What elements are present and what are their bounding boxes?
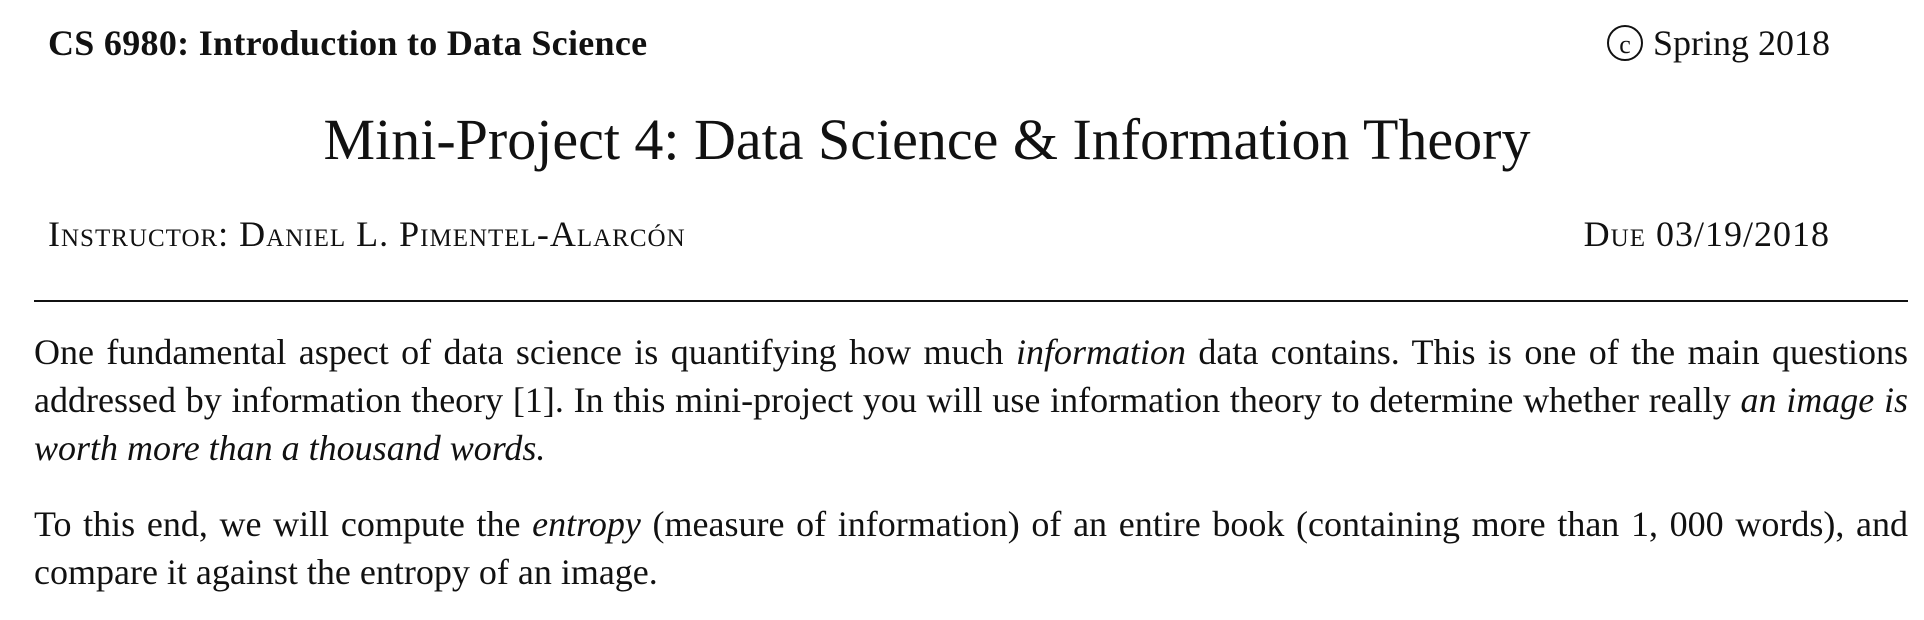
p2-italic-entropy: entropy <box>532 504 641 544</box>
instructor-name: Daniel L. Pimentel-Alarcón <box>239 214 686 254</box>
horizontal-rule <box>34 300 1908 302</box>
course-title: CS 6980: Introduction to Data Science <box>48 23 648 63</box>
p1-italic-phrase: an image is worth more than a thousand w… <box>34 380 1908 468</box>
copyright-icon: c <box>1606 25 1643 61</box>
term-label: c Spring 2018 <box>1606 22 1830 64</box>
instructor-line: Instructor: Daniel L. Pimentel-Alarcón <box>48 213 686 255</box>
p1-text-2: data contains. This is one of the main q… <box>34 332 1908 420</box>
due-date: Due 03/19/2018 <box>1583 214 1830 254</box>
p2-text-1: To this end, we will compute the <box>34 504 533 544</box>
instructor-label: Instructor: <box>48 214 230 254</box>
p1-text-1: One fundamental aspect of data science i… <box>34 332 1016 372</box>
term-text: Spring 2018 <box>1652 23 1830 63</box>
paragraph-intro: One fundamental aspect of data science i… <box>34 328 1908 472</box>
p2-text-2: (measure of information) of an entire bo… <box>34 504 1908 592</box>
document-title: Mini-Project 4: Data Science & Informati… <box>323 107 1531 172</box>
paragraph-method: To this end, we will compute the entropy… <box>34 500 1908 596</box>
p1-italic-information: information <box>1015 332 1186 372</box>
